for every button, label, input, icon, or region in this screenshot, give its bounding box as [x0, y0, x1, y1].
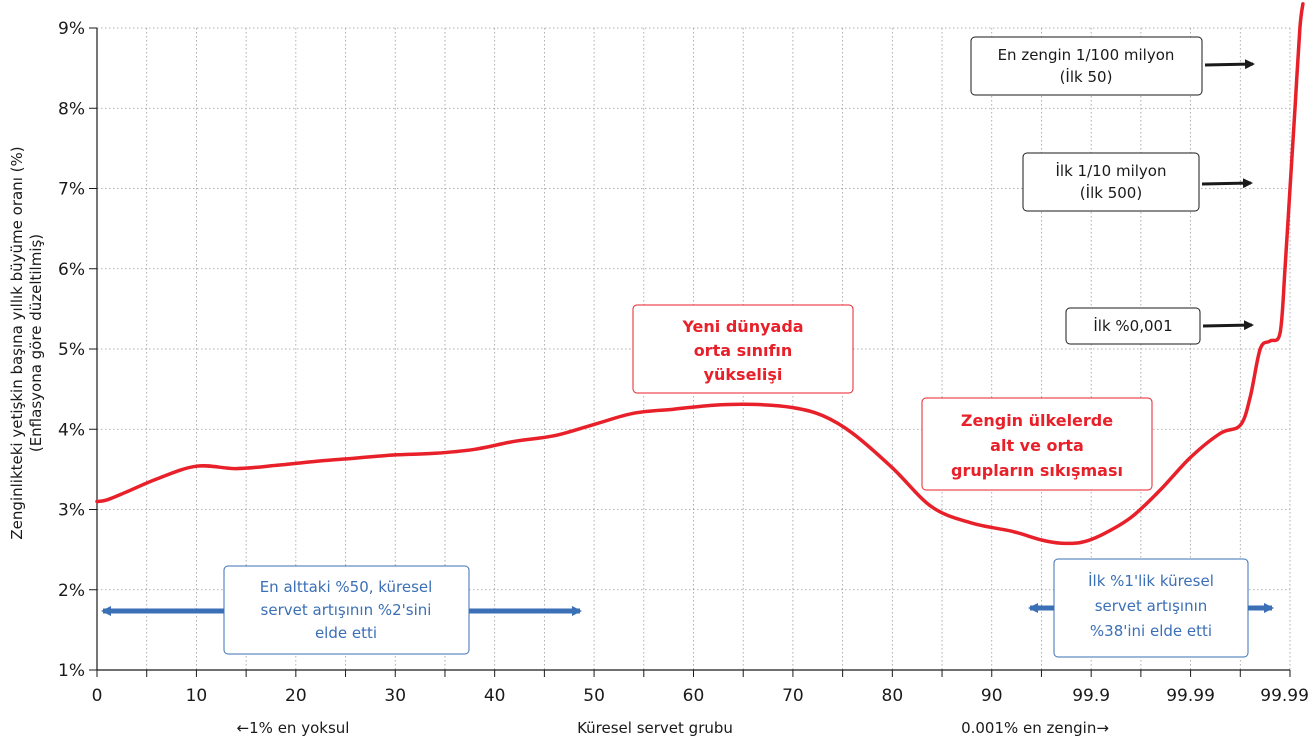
- svg-text:yükselişi: yükselişi: [704, 365, 783, 384]
- x-tick-label: 10: [186, 686, 208, 706]
- annotation-middle-class: Yeni dünyada orta sınıfın yükselişi: [632, 304, 854, 394]
- svg-text:Zengin ülkelerde: Zengin ülkelerde: [961, 411, 1113, 430]
- svg-text:Yeni dünyada: Yeni dünyada: [681, 317, 803, 336]
- y-tick-label: 1%: [58, 661, 85, 681]
- x-tick-label: 50: [583, 686, 605, 706]
- x-tick-label: 99.99: [1166, 686, 1215, 706]
- annotation-top-10m: İlk 1/10 milyon (İlk 500): [1022, 152, 1253, 212]
- x-tick-label: 70: [782, 686, 804, 706]
- x-tick-label: 40: [484, 686, 506, 706]
- x-tick-label: 99.999: [1260, 686, 1309, 706]
- x-tick-label: 60: [683, 686, 705, 706]
- svg-text:En zengin 1/100 milyon: En zengin 1/100 milyon: [998, 46, 1175, 64]
- svg-text:İlk %1'lik küresel: İlk %1'lik küresel: [1088, 571, 1214, 590]
- series-line: [95, 2, 1305, 546]
- svg-text:alt ve orta: alt ve orta: [990, 436, 1084, 455]
- annotation-bottom50: En alttaki %50, küresel servet artışının…: [223, 565, 470, 655]
- y-tick-label: 2%: [58, 581, 85, 601]
- svg-text:İlk %0,001: İlk %0,001: [1093, 316, 1172, 335]
- y-tick-label: 5%: [58, 340, 85, 360]
- x-tick-label: 30: [384, 686, 406, 706]
- y-tick-label: 8%: [58, 99, 85, 119]
- annotation-top-0001: İlk %0,001: [1065, 307, 1254, 345]
- svg-text:servet artışının: servet artışının: [1095, 597, 1208, 615]
- x-tick-label: 99.9: [1072, 686, 1110, 706]
- y-tick-label: 6%: [58, 260, 85, 280]
- svg-text:En alttaki %50, küresel: En alttaki %50, küresel: [260, 578, 433, 596]
- y-tick-label: 9%: [58, 19, 85, 39]
- x-axis-label-center: Küresel servet grubu: [577, 719, 733, 737]
- top-0001-pointer-arrow: [1202, 320, 1254, 331]
- svg-text:elde etti: elde etti: [315, 624, 377, 642]
- svg-text:orta sınıfın: orta sınıfın: [694, 341, 793, 360]
- annotation-top-100m: En zengin 1/100 milyon (İlk 50): [970, 36, 1255, 96]
- svg-text:(İlk 500): (İlk 500): [1080, 183, 1142, 202]
- y-axis-sublabel: (Enflasyona göre düzeltilmiş): [27, 234, 45, 452]
- x-tick-labels: 0 10 20 30 40 50 60 70 80 90 99.9 99.99 99.999: [92, 670, 1309, 706]
- svg-text:grupların sıkışması: grupların sıkışması: [951, 461, 1123, 480]
- top-100m-pointer-arrow: [1204, 59, 1255, 70]
- svg-text:(İlk 50): (İlk 50): [1060, 67, 1113, 86]
- y-axis-label: Zenginlikteki yetişkin başına yıllık büy…: [8, 146, 26, 539]
- svg-text:servet artışının %2'sini: servet artışının %2'sini: [261, 601, 432, 619]
- x-axis-label-right: 0.001% en zengin→: [961, 719, 1109, 737]
- x-tick-label: 0: [92, 686, 103, 706]
- y-tick-labels: 1% 2% 3% 4% 5% 6% 7% 8% 9%: [58, 19, 97, 681]
- annotation-top1: İlk %1'lik küresel servet artışının %38'…: [1053, 558, 1249, 658]
- x-tick-label: 80: [882, 686, 904, 706]
- x-axis-label-left: ←1% en yoksul: [237, 719, 350, 737]
- top-10m-pointer-arrow: [1201, 178, 1253, 189]
- x-tick-label: 90: [981, 686, 1003, 706]
- annotation-squeeze: Zengin ülkelerde alt ve orta grupların s…: [921, 397, 1153, 491]
- x-tick-label: 20: [285, 686, 307, 706]
- y-tick-label: 4%: [58, 420, 85, 440]
- svg-text:%38'ini elde etti: %38'ini elde etti: [1090, 622, 1212, 640]
- y-tick-label: 3%: [58, 501, 85, 521]
- svg-text:İlk 1/10 milyon: İlk 1/10 milyon: [1055, 161, 1166, 180]
- y-tick-label: 7%: [58, 180, 85, 200]
